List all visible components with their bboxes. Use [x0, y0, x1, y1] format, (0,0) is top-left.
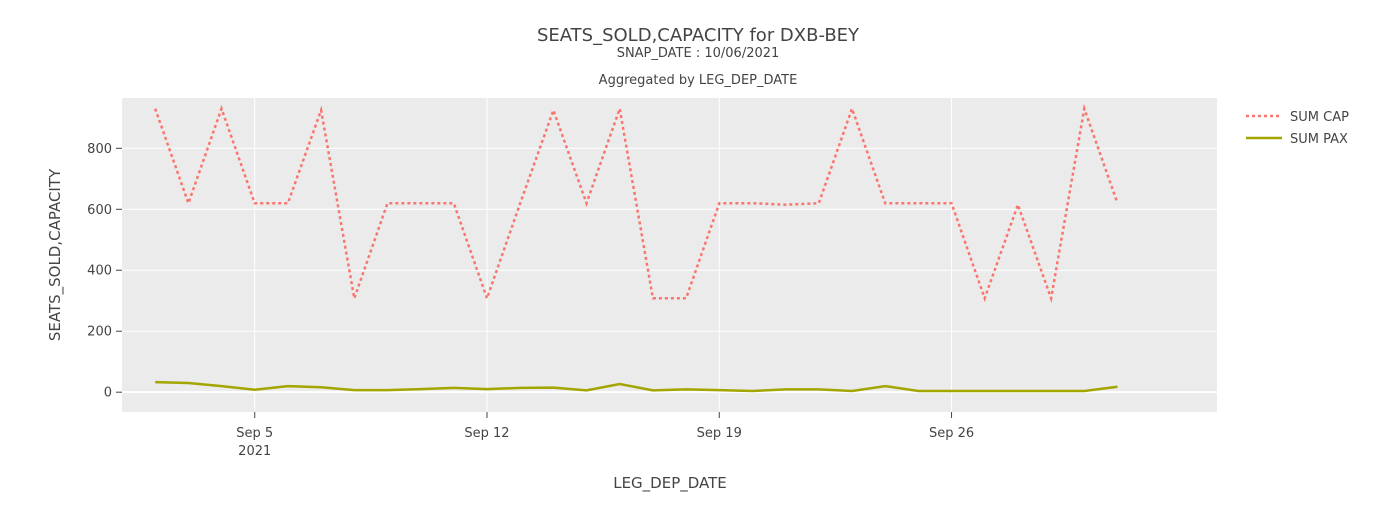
y-tick-label: 200 [87, 325, 112, 340]
x-tick-sublabel: 2021 [238, 444, 271, 459]
x-tick-label: Sep 12 [464, 426, 509, 441]
legend-item-sum-pax[interactable]: SUM PAX [1246, 132, 1348, 147]
legend-label-sum-pax: SUM PAX [1290, 132, 1348, 147]
series-line-sum-pax [155, 380, 1118, 393]
chart-subtitle-2: Aggregated by LEG_DEP_DATE [599, 73, 798, 88]
y-tick-label: 0 [104, 386, 112, 401]
chart-subtitle: SNAP_DATE : 10/06/2021 [617, 46, 780, 61]
chart-title: SEATS_SOLD,CAPACITY for DXB-BEY [537, 25, 860, 46]
y-tick-label: 800 [87, 142, 112, 157]
y-tick-label: 400 [87, 264, 112, 279]
x-axis-ticks: Sep 5 2021 Sep 12 Sep 19 Sep 26 [236, 412, 974, 459]
legend-item-sum-cap[interactable]: SUM CAP [1246, 110, 1349, 125]
x-tick-label: Sep 19 [697, 426, 742, 441]
series-line-sum-cap [154, 103, 1119, 304]
x-tick-label: Sep 5 [236, 426, 273, 441]
x-axis-title: LEG_DEP_DATE [613, 474, 727, 493]
x-tick-label: Sep 26 [929, 426, 974, 441]
y-tick-label: 600 [87, 203, 112, 218]
y-axis-title: SEATS_SOLD,CAPACITY [46, 168, 65, 341]
plot-background [122, 98, 1217, 412]
series-group [154, 103, 1119, 393]
y-axis-ticks: 0 200 400 600 800 [87, 142, 122, 401]
legend: SUM CAP SUM PAX [1246, 110, 1349, 147]
legend-label-sum-cap: SUM CAP [1290, 110, 1349, 125]
